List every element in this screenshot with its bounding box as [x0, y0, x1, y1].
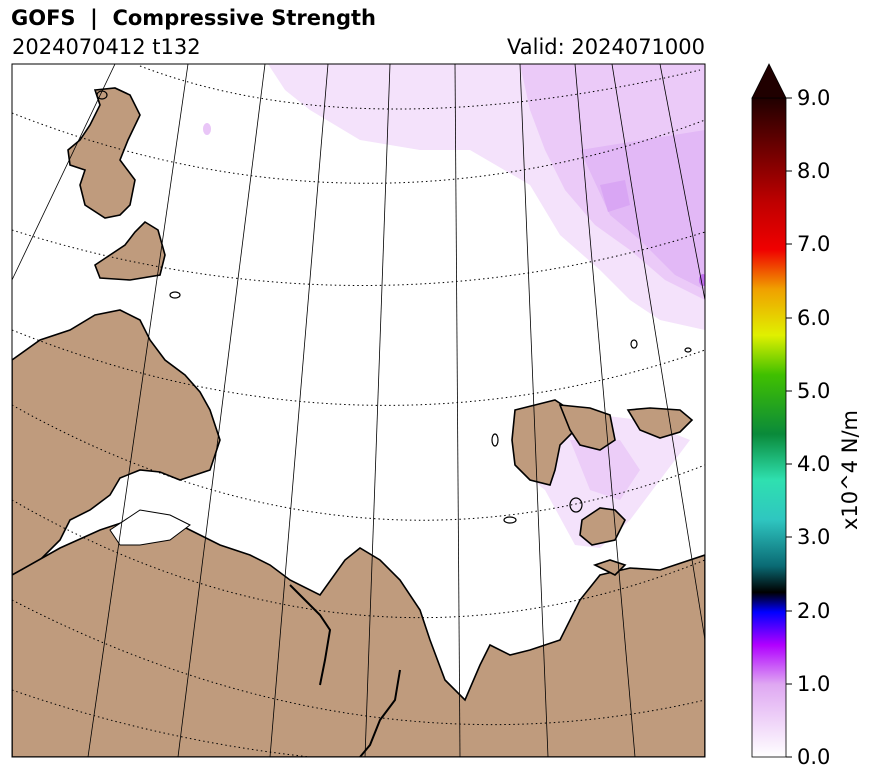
svalbard-west: [511, 399, 576, 486]
graticule-meridians: [12, 64, 705, 757]
novaya-zemlya-south: [94, 220, 166, 281]
colorbar-extend-arrow: [751, 63, 787, 99]
colorbar-tick-marks: [786, 97, 792, 758]
colorbar-tick-label: 6.0: [797, 306, 831, 330]
scandinavia-kola-coast: [12, 309, 221, 576]
colorbar-units-label: x10^4 N/m: [838, 409, 862, 531]
rivers: [289, 584, 401, 757]
nordaustlandet: [626, 407, 694, 439]
valid-time-label: Valid: 2024071000: [507, 35, 705, 59]
graticule-parallels: [12, 65, 705, 757]
ice-strength-field: [88, 64, 705, 548]
svalbard-east: [558, 404, 616, 451]
colorbar-tick-label: 5.0: [797, 379, 831, 403]
franz-josef-south: [579, 507, 626, 546]
map-title: GOFS | Compressive Strength: [11, 6, 376, 30]
colorbar-tick-label: 3.0: [797, 525, 831, 549]
colorbar-tick-label: 8.0: [797, 159, 831, 183]
colorbar-gradient: [751, 97, 787, 758]
run-time-label: 2024070412 t132: [12, 35, 201, 59]
map-frame: [11, 63, 706, 758]
colorbar-tick-label: 0.0: [797, 745, 831, 769]
colorbar: [751, 63, 792, 758]
colorbar-tick-label: 4.0: [797, 452, 831, 476]
colorbar-tick-label: 7.0: [797, 232, 831, 256]
severnaya-zemlya: [592, 559, 627, 576]
white-sea: [109, 509, 191, 546]
colorbar-tick-label: 1.0: [797, 672, 831, 696]
map-area: [12, 64, 705, 757]
colorbar-tick-label: 2.0: [797, 599, 831, 623]
novaya-zemlya-north: [67, 87, 141, 219]
colorbar-tick-label: 9.0: [797, 86, 831, 110]
